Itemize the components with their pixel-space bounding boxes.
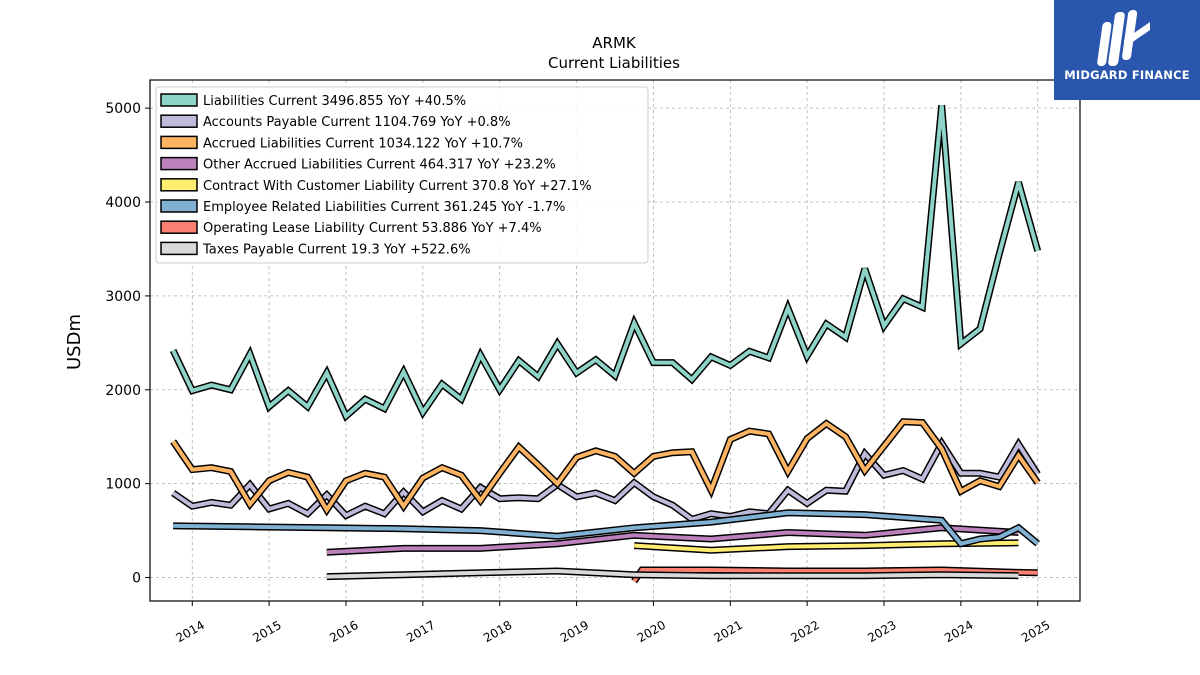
x-tick-label: 2019 [558,618,591,645]
legend-swatch [160,220,198,234]
legend-entry: Accounts Payable Current 1104.769 YoY +0… [203,115,511,130]
plot-frame [149,79,1081,602]
y-tick-label: 4000 [105,195,141,211]
x-tick-label: 2024 [942,618,975,645]
y-tick-label: 2000 [105,383,141,399]
series-line [173,510,1039,546]
x-tick-label: 2018 [481,618,514,645]
midgard-logo-icon [1097,10,1150,66]
legend-entry: Taxes Payable Current 19.3 YoY +522.6% [202,242,471,257]
legend: Liabilities Current 3496.855 YoY +40.5% A… [155,86,649,264]
legend-entry: Liabilities Current 3496.855 YoY +40.5% [203,94,466,109]
chart-subtitle: Current Liabilities [548,54,680,72]
legend-swatch [160,93,198,107]
series-line [326,525,1019,555]
legend-entry: Other Accrued Liabilities Current 464.31… [203,158,556,173]
chart-title: ARMK [592,34,637,52]
x-tick-label: 2016 [327,618,360,645]
x-tick-label: 2014 [174,618,207,645]
legend-swatch [160,156,198,171]
x-tick-label: 2021 [712,618,745,645]
legend-swatch [160,135,198,150]
legend-swatch [160,114,198,128]
y-tick-label: 3000 [105,289,141,305]
y-tick-label: 5000 [105,101,141,117]
x-tick-label: 2023 [865,618,898,645]
x-tick-label: 2022 [788,618,821,645]
legend-entry: Contract With Customer Liability Current… [203,179,592,194]
y-tick-label: 1000 [105,477,141,493]
brand-logo: MIDGARD FINANCE [1054,0,1200,100]
x-tick-label: 2025 [1019,618,1052,645]
legend-entry: Employee Related Liabilities Current 361… [203,200,565,215]
legend-entry: Accrued Liabilities Current 1034.122 YoY… [203,136,523,151]
legend-swatch [160,241,198,256]
series-line [632,567,1038,583]
legend-entry: Operating Lease Liability Current 53.886… [203,221,542,236]
series-line [171,439,1040,522]
series-line [171,419,1040,514]
x-tick-label: 2015 [250,618,283,645]
x-tick-label: 2020 [635,618,668,645]
legend-swatch [160,199,198,213]
legend-box [155,86,649,264]
x-tick-label: 2017 [404,618,437,645]
series-line [326,568,1019,579]
y-tick-label: 0 [132,571,141,587]
series-line [634,540,1019,553]
plot-area [169,104,1042,584]
series-line [171,105,1040,420]
brand-name: MIDGARD FINANCE [1064,68,1190,82]
y-axis-label: USDm [64,314,85,370]
legend-swatch [160,178,198,192]
